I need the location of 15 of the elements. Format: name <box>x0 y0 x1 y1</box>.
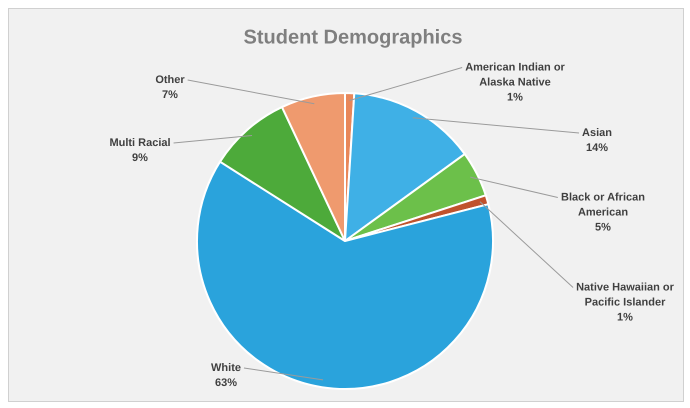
chart-title: Student Demographics <box>244 26 462 49</box>
data-label: 9% <box>132 152 148 164</box>
slice-label: Native Hawaiian or Pacific Islander <box>576 282 675 309</box>
slice-label: Asian <box>582 127 612 140</box>
data-label: 63% <box>214 377 238 390</box>
slice-label: Multi Racial <box>109 137 171 150</box>
data-label: 7% <box>162 89 178 102</box>
data-label: 1% <box>507 92 524 104</box>
slice-label: Other <box>155 74 186 86</box>
data-label: 1% <box>617 312 634 324</box>
slice-label: Black or African American <box>561 192 646 219</box>
data-label: 5% <box>595 222 612 234</box>
slice-label: White <box>211 362 241 374</box>
data-label: 14% <box>586 142 608 154</box>
slice-label: American Indian or Alaska Native <box>465 62 566 89</box>
